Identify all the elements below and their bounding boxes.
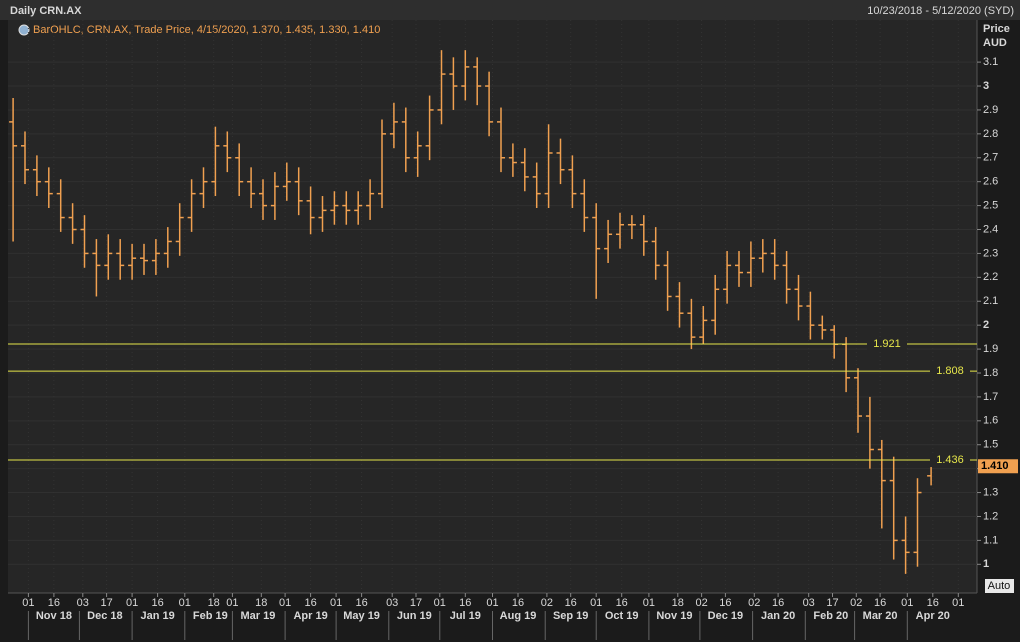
y-tick-label: 1.2: [983, 510, 998, 522]
y-tick-label: 1.9: [983, 343, 998, 355]
y-tick-label: 1.5: [983, 439, 998, 451]
x-tick-label: 18: [255, 597, 267, 609]
month-label: Jun 19: [397, 610, 432, 622]
x-tick-label: 16: [512, 597, 524, 609]
month-label: Nov 18: [36, 610, 72, 622]
x-tick-label: 16: [565, 597, 577, 609]
x-tick-label: 16: [927, 597, 939, 609]
x-tick-label: 16: [355, 597, 367, 609]
y-tick-label: 1.3: [983, 486, 998, 498]
month-label: Mar 20: [863, 610, 898, 622]
month-label: Mar 19: [240, 610, 275, 622]
x-tick-label: 01: [643, 597, 655, 609]
x-tick-label: 02: [541, 597, 553, 609]
y-tick-label: 2.7: [983, 152, 998, 164]
month-label: Jan 20: [761, 610, 795, 622]
x-tick-label: 03: [386, 597, 398, 609]
auto-button-label[interactable]: Auto: [988, 580, 1011, 592]
x-tick-label: 03: [77, 597, 89, 609]
month-label: Sep 19: [553, 610, 588, 622]
month-label: Dec 19: [708, 610, 743, 622]
y-tick-label: 1.7: [983, 391, 998, 403]
x-tick-label: 17: [410, 597, 422, 609]
x-tick-label: 18: [672, 597, 684, 609]
grid: [8, 20, 977, 593]
x-tick-label: 18: [208, 597, 220, 609]
month-label: Apr 19: [293, 610, 327, 622]
x-tick-label: 16: [48, 597, 60, 609]
x-tick-label: 17: [826, 597, 838, 609]
x-tick-label: 01: [486, 597, 498, 609]
chart-title: Daily CRN.AX: [10, 5, 82, 17]
y-tick-label: 1.8: [983, 367, 998, 379]
y-tick-label: 3: [983, 80, 989, 92]
x-tick-label: 16: [304, 597, 316, 609]
y-tick-label: 2.2: [983, 271, 998, 283]
month-label: Aug 19: [500, 610, 537, 622]
legend: BarOHLC, CRN.AX, Trade Price, 4/15/2020,…: [33, 24, 380, 36]
level-label-bg: [867, 337, 907, 352]
y-tick-label: 2.4: [983, 223, 998, 235]
last-price-tag: [978, 459, 1018, 474]
y-tick-label: 2.1: [983, 295, 998, 307]
x-tick-label: 01: [126, 597, 138, 609]
month-label: Apr 20: [916, 610, 950, 622]
x-tick-label: 16: [151, 597, 163, 609]
month-label: Nov 19: [656, 610, 692, 622]
y-axis-title: Price: [983, 23, 1010, 35]
legend-icon[interactable]: [18, 24, 30, 36]
y-tick-label: 1: [983, 558, 989, 570]
x-tick-label: 16: [719, 597, 731, 609]
x-tick-label: 16: [616, 597, 628, 609]
x-tick-label: 01: [590, 597, 602, 609]
y-tick-label: 2.9: [983, 104, 998, 116]
level-label: 1.921: [873, 338, 901, 350]
x-tick-label: 16: [459, 597, 471, 609]
x-tick-label: 03: [803, 597, 815, 609]
x-tick-label: 01: [434, 597, 446, 609]
y-tick-label: 2.6: [983, 176, 998, 188]
month-label: Jul 19: [450, 610, 481, 622]
x-tick-label: 02: [695, 597, 707, 609]
month-label: Feb 20: [813, 610, 848, 622]
y-tick-label: 2.5: [983, 199, 998, 211]
month-label: Dec 18: [87, 610, 122, 622]
y-tick-label: 2: [983, 319, 989, 331]
month-label: Jan 19: [140, 610, 174, 622]
level-label-bg: [930, 364, 970, 379]
x-tick-label: 02: [748, 597, 760, 609]
x-tick-label: 01: [330, 597, 342, 609]
date-range: 10/23/2018 - 5/12/2020 (SYD): [867, 5, 1014, 17]
x-tick-label: 01: [179, 597, 191, 609]
x-tick-label: 01: [952, 597, 964, 609]
level-label: 1.808: [936, 365, 964, 377]
x-tick-label: 01: [22, 597, 34, 609]
month-label: Oct 19: [605, 610, 639, 622]
y-tick-label: 1.6: [983, 415, 998, 427]
x-tick-label: 01: [279, 597, 291, 609]
title-bar: [0, 0, 1020, 20]
ohlc-bars: [9, 50, 936, 574]
x-tick-label: 02: [850, 597, 862, 609]
x-tick-label: 01: [226, 597, 238, 609]
x-tick-label: 16: [772, 597, 784, 609]
level-label: 1.436: [936, 454, 964, 466]
x-tick-label: 17: [100, 597, 112, 609]
y-tick-label: 1.1: [983, 534, 998, 546]
y-tick-label: 2.3: [983, 247, 998, 259]
auto-button[interactable]: [985, 579, 1014, 593]
x-tick-label: 01: [901, 597, 913, 609]
month-label: Feb 19: [193, 610, 228, 622]
x-tick-label: 16: [874, 597, 886, 609]
last-price-label: 1.410: [981, 460, 1009, 472]
month-label: May 19: [343, 610, 380, 622]
y-tick-label: 2.8: [983, 128, 998, 140]
y-tick-label: 3.1: [983, 56, 998, 68]
level-label-bg: [930, 453, 970, 468]
y-axis-unit: AUD: [983, 37, 1007, 49]
plot-area: [8, 20, 977, 593]
